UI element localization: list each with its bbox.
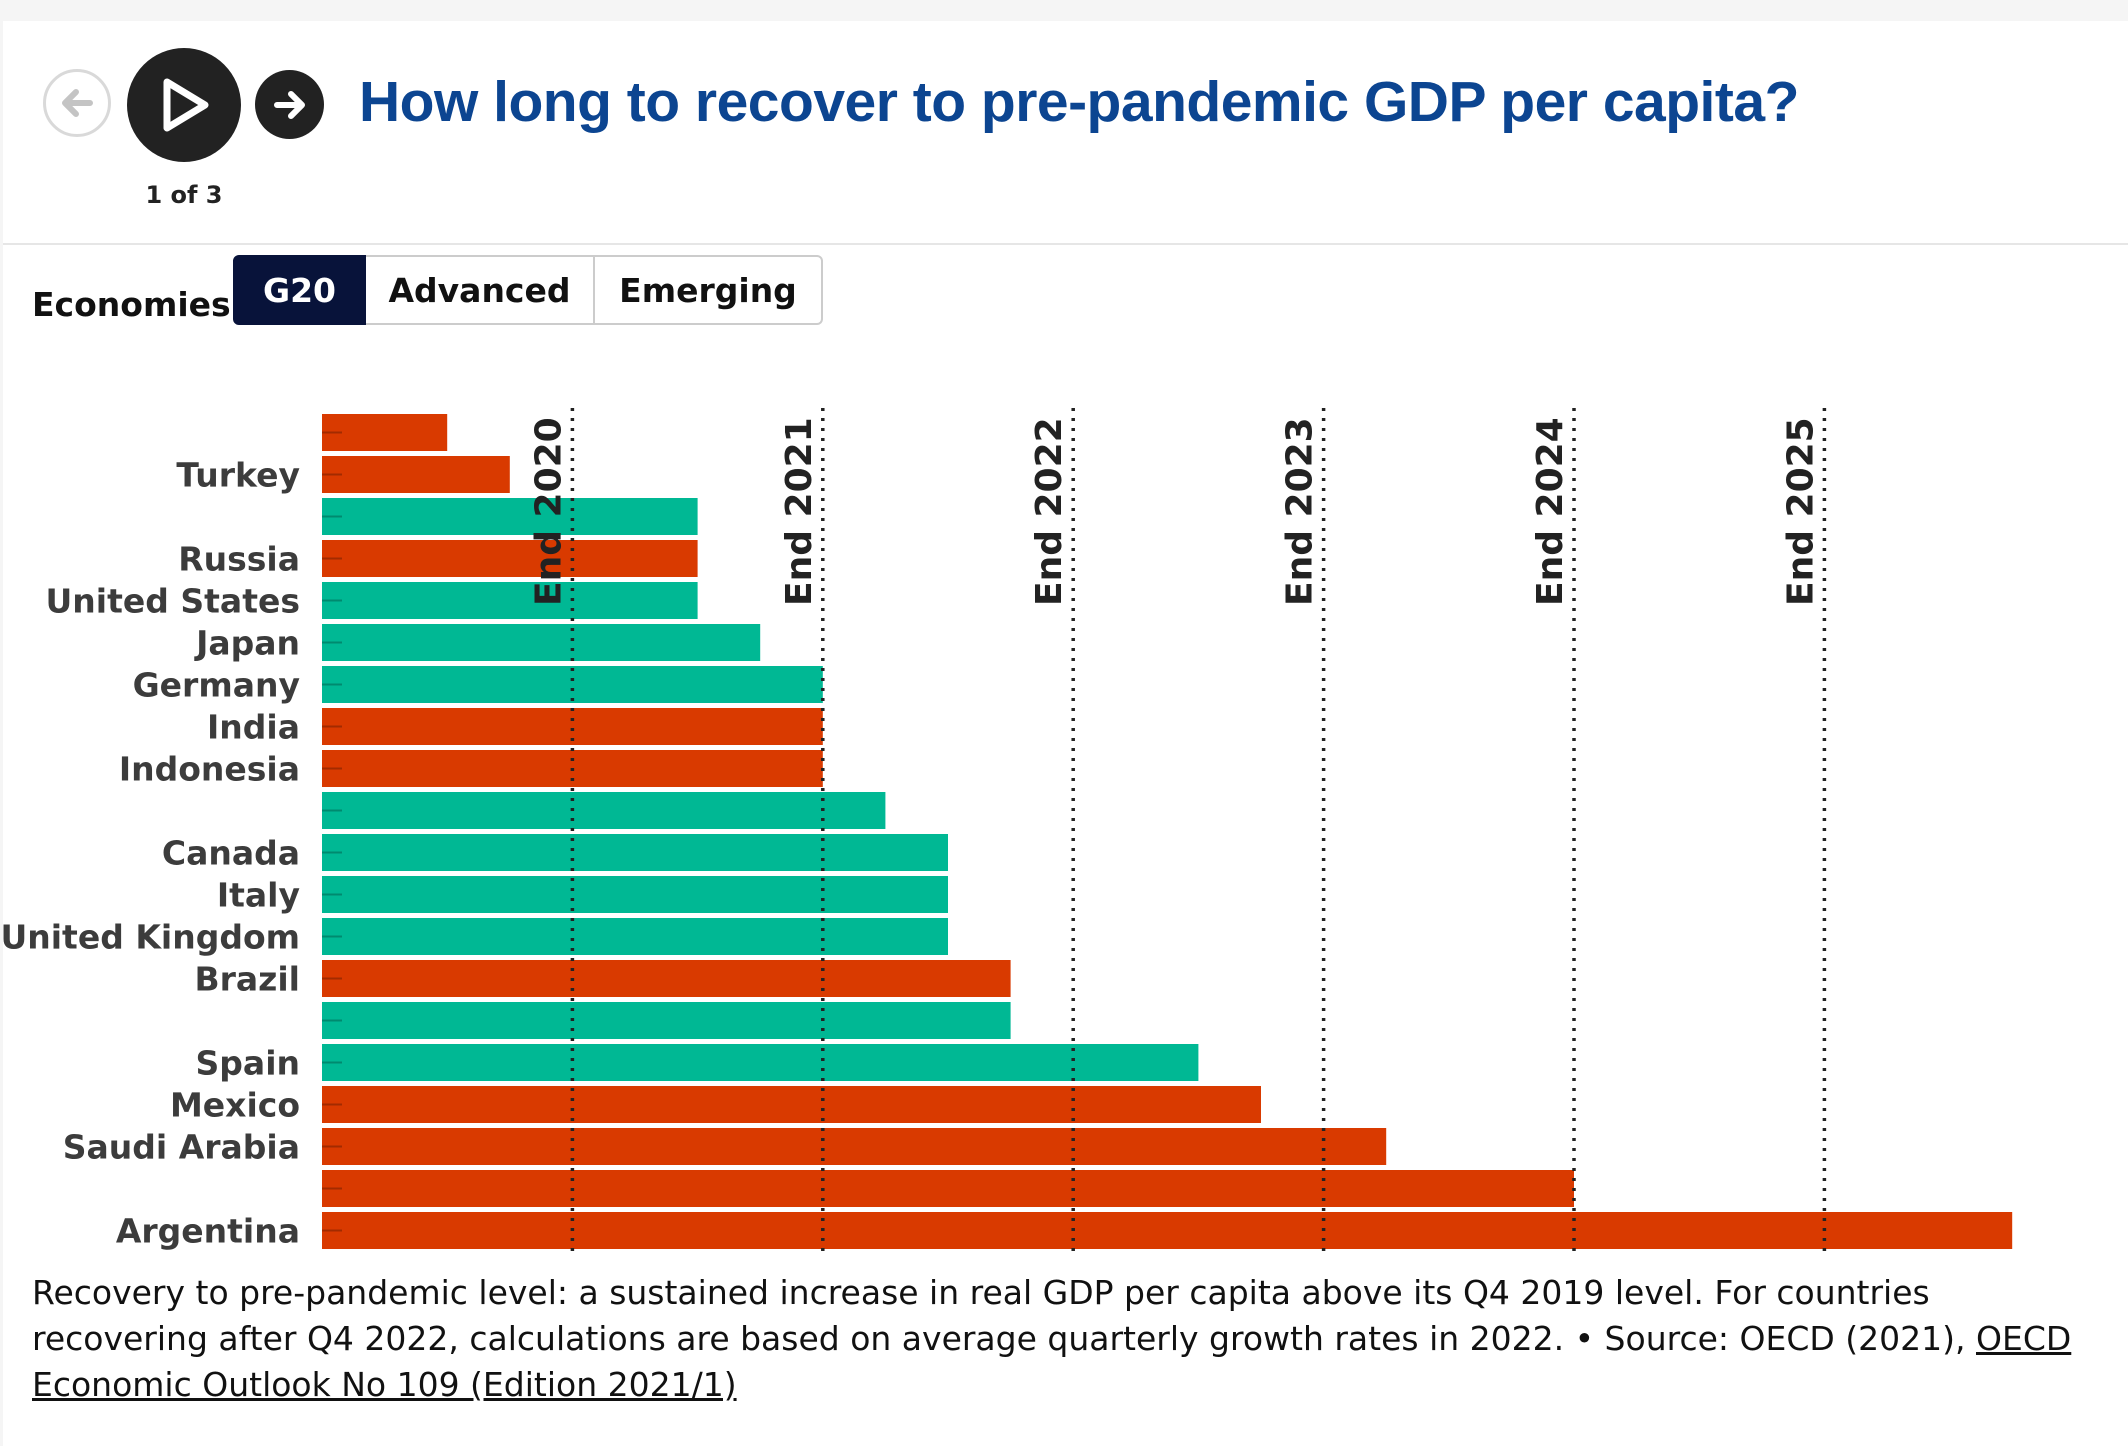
bar-label: Indonesia <box>119 750 300 789</box>
bar-label: Russia <box>178 540 300 579</box>
bar-label: Saudi Arabia <box>63 1128 300 1167</box>
footnote-text: Recovery to pre-pandemic level: a sustai… <box>32 1273 1976 1358</box>
bar-label: Germany <box>133 666 300 705</box>
bar-label: Spain <box>196 1044 300 1083</box>
reference-line-label: End 2021 <box>779 417 820 606</box>
bar <box>322 1212 2013 1249</box>
bar-label: Italy <box>217 876 300 915</box>
bar-label: India <box>207 708 300 747</box>
bar <box>322 1002 1011 1039</box>
previous-step-button[interactable] <box>43 69 111 137</box>
bar-label: Brazil <box>194 960 300 999</box>
bar-label: United Kingdom <box>0 918 300 957</box>
toggle-advanced[interactable]: Advanced <box>366 255 595 325</box>
play-icon <box>163 78 209 132</box>
reference-line-label: End 2024 <box>1530 417 1571 606</box>
header-divider <box>3 243 2128 245</box>
reference-line-label: End 2023 <box>1280 417 1321 606</box>
chart-title: How long to recover to pre-pandemic GDP … <box>359 70 1799 134</box>
step-counter: 1 of 3 <box>145 181 223 209</box>
source-link[interactable]: OECD Economic Outlook No 109 (Edition 20… <box>32 1319 2072 1404</box>
economies-label: Economies: <box>32 285 244 324</box>
bar <box>322 834 948 871</box>
bar <box>322 498 698 535</box>
reference-line-label: End 2025 <box>1780 417 1821 606</box>
bar <box>322 1044 1199 1081</box>
bar <box>322 960 1011 997</box>
play-button[interactable] <box>127 48 241 162</box>
bar <box>322 582 698 619</box>
bar-label: Canada <box>162 834 300 873</box>
bar-label: Argentina <box>116 1212 300 1251</box>
arrow-left-icon <box>62 89 93 117</box>
bar-label: Japan <box>194 624 300 663</box>
toggle-g20[interactable]: G20 <box>233 255 366 325</box>
bar-label: United States <box>46 582 300 621</box>
arrow-right-icon <box>273 90 305 119</box>
toggle-emerging[interactable]: Emerging <box>595 255 823 325</box>
bar <box>322 540 698 577</box>
bar <box>322 1170 1574 1207</box>
bar <box>322 666 823 703</box>
economies-toggle-group: G20 Advanced Emerging <box>233 255 823 325</box>
bar <box>322 876 948 913</box>
reference-line-label: End 2022 <box>1029 417 1070 606</box>
bar <box>322 624 761 661</box>
bar-label: Mexico <box>170 1086 300 1125</box>
bar <box>322 414 448 451</box>
bar <box>322 1086 1261 1123</box>
bar <box>322 1128 1387 1165</box>
bar <box>322 792 886 829</box>
footnote: Recovery to pre-pandemic level: a sustai… <box>32 1270 2112 1408</box>
reference-line-label: End 2020 <box>528 417 569 606</box>
next-step-button[interactable] <box>255 70 324 139</box>
bar <box>322 456 510 493</box>
bar <box>322 918 948 955</box>
bar-label: Turkey <box>176 456 300 495</box>
